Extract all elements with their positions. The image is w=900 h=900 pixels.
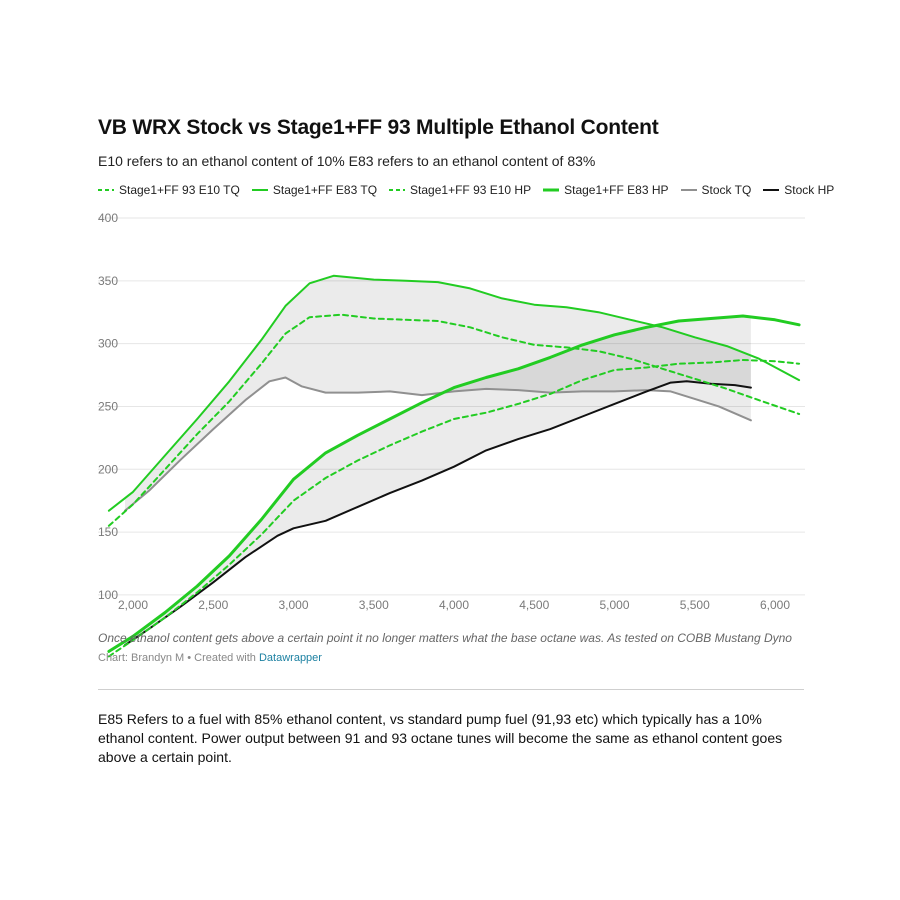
x-tick-label: 6,000 [760, 598, 790, 612]
legend-swatch-bold-green [543, 188, 560, 192]
description-paragraph: E85 Refers to a fuel with 85% ethanol co… [98, 711, 783, 765]
legend-label: Stock HP [784, 183, 835, 197]
legend-swatch-black [763, 189, 780, 191]
x-tick-label: 5,000 [599, 598, 629, 612]
chart-notes: Once ethanol content gets above a certai… [98, 631, 792, 645]
x-tick-label: 2,500 [198, 598, 228, 612]
gridlines [98, 217, 805, 596]
y-tick-label: 400 [98, 211, 118, 225]
range-areas [125, 276, 751, 646]
legend-item-stock-tq[interactable]: Stock TQ [680, 183, 752, 197]
y-tick-label: 150 [98, 525, 118, 539]
legend-swatch-green [251, 189, 268, 191]
x-tick-label: 3,000 [278, 598, 308, 612]
datawrapper-link[interactable]: Datawrapper [258, 652, 322, 664]
x-tick-label: 3,500 [359, 598, 389, 612]
y-tick-label: 100 [98, 588, 118, 602]
e10-hp-line [107, 359, 801, 658]
e83-tq-line [107, 274, 801, 512]
y-tick-label: 250 [98, 399, 118, 413]
legend-swatch-dashed-green [98, 189, 114, 191]
legend-label: Stage1+FF 93 E10 HP [410, 183, 532, 197]
legend-item-e83-hp[interactable]: Stage1+FF E83 HP [543, 183, 669, 197]
x-tick-label: 2,000 [118, 598, 148, 612]
y-tick-label: 200 [98, 462, 118, 476]
legend-swatch-gray [680, 189, 697, 191]
e83-hp-line [107, 314, 801, 653]
x-tick-label: 4,500 [519, 598, 549, 612]
divider [98, 689, 804, 690]
legend-swatch-dashed-green [389, 189, 406, 191]
legend-label: Stage1+FF E83 HP [564, 183, 669, 197]
tq-range-area [125, 276, 751, 511]
legend-item-e10-hp[interactable]: Stage1+FF 93 E10 HP [389, 183, 531, 197]
series-lines [107, 274, 801, 658]
e10-tq-line [107, 313, 801, 527]
legend-label: Stage1+FF 93 E10 TQ [119, 183, 240, 197]
x-tick-label: 5,500 [680, 598, 710, 612]
legend-label: Stock TQ [701, 183, 752, 197]
legend: Stage1+FF 93 E10 TQ Stage1+FF E83 TQ Sta… [98, 183, 846, 197]
legend-item-e83-tq[interactable]: Stage1+FF E83 TQ [251, 183, 378, 197]
credit-text: Chart: Brandyn M • Created with [98, 652, 259, 664]
legend-item-e10-tq[interactable]: Stage1+FF 93 E10 TQ [98, 183, 240, 197]
chart-title: VB WRX Stock vs Stage1+FF 93 Multiple Et… [98, 116, 659, 139]
hp-range-area [125, 316, 751, 646]
legend-label: Stage1+FF E83 TQ [272, 183, 378, 197]
y-axis-labels: 100 150 200 250 300 350 400 [98, 211, 118, 602]
stock-hp-line [124, 380, 752, 647]
y-tick-label: 300 [98, 337, 118, 351]
legend-item-stock-hp[interactable]: Stock HP [763, 183, 834, 197]
x-tick-label: 4,000 [439, 598, 469, 612]
y-tick-label: 350 [98, 274, 118, 288]
chart-subtitle: E10 refers to an ethanol content of 10% … [98, 153, 596, 169]
stock-tq-line [124, 376, 752, 512]
chart-credit: Chart: Brandyn M • Created with Datawrap… [98, 652, 322, 664]
x-axis-labels: 2,000 2,500 3,000 3,500 4,000 4,500 5,000 5,500… [118, 598, 790, 612]
